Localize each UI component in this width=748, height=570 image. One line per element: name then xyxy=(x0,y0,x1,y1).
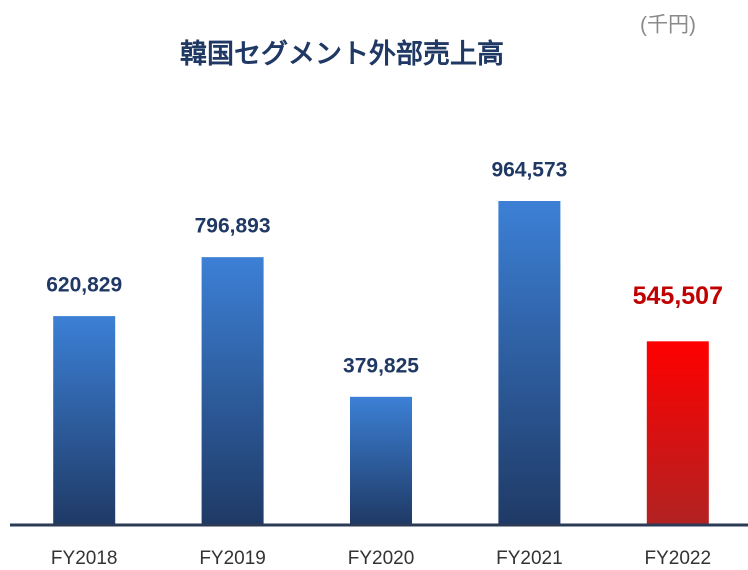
bar xyxy=(201,257,264,524)
x-tick-label: FY2022 xyxy=(645,548,712,569)
bar xyxy=(350,396,412,524)
x-tick-label: FY2020 xyxy=(348,548,415,569)
x-tick-label: FY2018 xyxy=(51,548,118,569)
value-label: 545,507 xyxy=(633,282,723,310)
value-label: 379,825 xyxy=(343,354,419,377)
x-tick-label: FY2019 xyxy=(199,548,266,569)
x-tick-label: FY2021 xyxy=(496,548,563,569)
value-label: 796,893 xyxy=(195,215,271,238)
value-label: 620,829 xyxy=(46,274,122,297)
value-label: 964,573 xyxy=(491,159,567,182)
chart-title: 韓国セグメント外部売上高 xyxy=(180,38,504,69)
bar xyxy=(646,341,709,524)
unit-label: (千円) xyxy=(640,14,696,37)
bar xyxy=(53,316,116,524)
bar xyxy=(498,201,561,524)
